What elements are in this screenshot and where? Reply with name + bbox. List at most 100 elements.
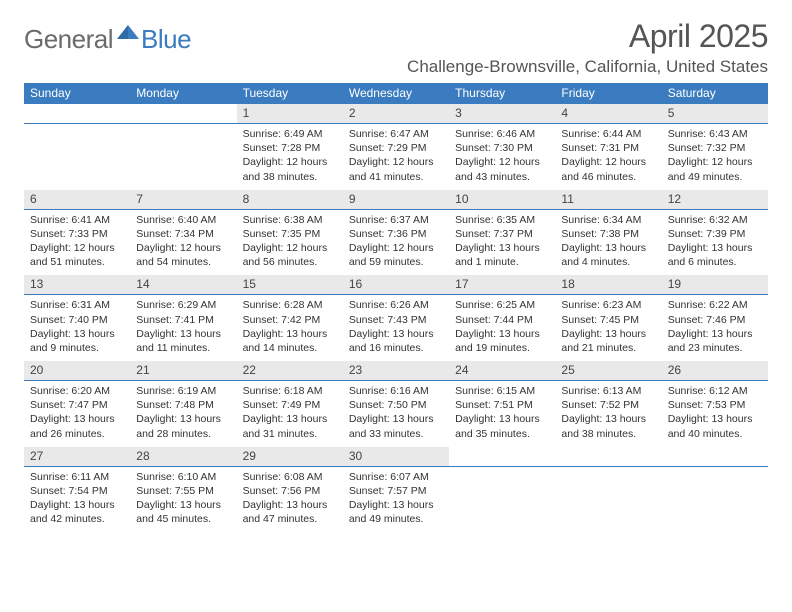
day-cell — [555, 467, 661, 533]
daynum-row: 6789101112 — [24, 190, 768, 210]
daylight-line: Daylight: 13 hours and 1 minute. — [455, 241, 549, 269]
sunrise-line: Sunrise: 6:26 AM — [349, 298, 443, 312]
sunset-line: Sunset: 7:46 PM — [668, 313, 762, 327]
sunset-line: Sunset: 7:40 PM — [30, 313, 124, 327]
daynum-row: 27282930 — [24, 447, 768, 467]
day-cell: Sunrise: 6:44 AMSunset: 7:31 PMDaylight:… — [555, 124, 661, 190]
day-name: Thursday — [449, 83, 555, 104]
sunrise-line: Sunrise: 6:13 AM — [561, 384, 655, 398]
content-row: Sunrise: 6:49 AMSunset: 7:28 PMDaylight:… — [24, 124, 768, 190]
day-cell: Sunrise: 6:07 AMSunset: 7:57 PMDaylight:… — [343, 467, 449, 533]
day-cell: Sunrise: 6:37 AMSunset: 7:36 PMDaylight:… — [343, 210, 449, 276]
daylight-line: Daylight: 13 hours and 47 minutes. — [243, 498, 337, 526]
daylight-line: Daylight: 13 hours and 31 minutes. — [243, 412, 337, 440]
day-number: 28 — [130, 447, 236, 466]
day-cell: Sunrise: 6:38 AMSunset: 7:35 PMDaylight:… — [237, 210, 343, 276]
logo-mark-icon — [117, 21, 139, 44]
sunset-line: Sunset: 7:55 PM — [136, 484, 230, 498]
month-title: April 2025 — [407, 18, 768, 55]
day-number — [555, 447, 661, 466]
day-number: 14 — [130, 275, 236, 294]
day-cell: Sunrise: 6:41 AMSunset: 7:33 PMDaylight:… — [24, 210, 130, 276]
sunrise-line: Sunrise: 6:29 AM — [136, 298, 230, 312]
day-number: 11 — [555, 190, 661, 209]
daylight-line: Daylight: 12 hours and 41 minutes. — [349, 155, 443, 183]
day-number — [130, 104, 236, 123]
day-cell: Sunrise: 6:22 AMSunset: 7:46 PMDaylight:… — [662, 295, 768, 361]
sunrise-line: Sunrise: 6:16 AM — [349, 384, 443, 398]
sunrise-line: Sunrise: 6:49 AM — [243, 127, 337, 141]
day-cell: Sunrise: 6:46 AMSunset: 7:30 PMDaylight:… — [449, 124, 555, 190]
day-number: 23 — [343, 361, 449, 380]
daylight-line: Daylight: 12 hours and 38 minutes. — [243, 155, 337, 183]
sunrise-line: Sunrise: 6:20 AM — [30, 384, 124, 398]
day-number: 13 — [24, 275, 130, 294]
sunset-line: Sunset: 7:35 PM — [243, 227, 337, 241]
day-number: 16 — [343, 275, 449, 294]
day-name: Wednesday — [343, 83, 449, 104]
sunset-line: Sunset: 7:31 PM — [561, 141, 655, 155]
day-number: 6 — [24, 190, 130, 209]
daylight-line: Daylight: 13 hours and 42 minutes. — [30, 498, 124, 526]
title-block: April 2025 Challenge-Brownsville, Califo… — [407, 18, 768, 77]
sunrise-line: Sunrise: 6:11 AM — [30, 470, 124, 484]
daylight-line: Daylight: 13 hours and 26 minutes. — [30, 412, 124, 440]
sunrise-line: Sunrise: 6:35 AM — [455, 213, 549, 227]
daylight-line: Daylight: 13 hours and 14 minutes. — [243, 327, 337, 355]
daylight-line: Daylight: 12 hours and 59 minutes. — [349, 241, 443, 269]
day-number — [24, 104, 130, 123]
day-cell: Sunrise: 6:25 AMSunset: 7:44 PMDaylight:… — [449, 295, 555, 361]
daylight-line: Daylight: 12 hours and 49 minutes. — [668, 155, 762, 183]
sunset-line: Sunset: 7:43 PM — [349, 313, 443, 327]
day-name: Tuesday — [237, 83, 343, 104]
day-number: 3 — [449, 104, 555, 123]
location: Challenge-Brownsville, California, Unite… — [407, 57, 768, 77]
sunrise-line: Sunrise: 6:44 AM — [561, 127, 655, 141]
day-cell: Sunrise: 6:29 AMSunset: 7:41 PMDaylight:… — [130, 295, 236, 361]
daynum-row: 13141516171819 — [24, 275, 768, 295]
day-cell: Sunrise: 6:15 AMSunset: 7:51 PMDaylight:… — [449, 381, 555, 447]
day-number: 1 — [237, 104, 343, 123]
sunrise-line: Sunrise: 6:38 AM — [243, 213, 337, 227]
sunrise-line: Sunrise: 6:10 AM — [136, 470, 230, 484]
sunrise-line: Sunrise: 6:23 AM — [561, 298, 655, 312]
content-row: Sunrise: 6:41 AMSunset: 7:33 PMDaylight:… — [24, 210, 768, 276]
sunrise-line: Sunrise: 6:22 AM — [668, 298, 762, 312]
day-number: 12 — [662, 190, 768, 209]
sunrise-line: Sunrise: 6:41 AM — [30, 213, 124, 227]
sunset-line: Sunset: 7:54 PM — [30, 484, 124, 498]
sunset-line: Sunset: 7:38 PM — [561, 227, 655, 241]
day-number: 9 — [343, 190, 449, 209]
calendar: SundayMondayTuesdayWednesdayThursdayFrid… — [24, 83, 768, 532]
sunset-line: Sunset: 7:51 PM — [455, 398, 549, 412]
sunset-line: Sunset: 7:49 PM — [243, 398, 337, 412]
day-number — [662, 447, 768, 466]
sunset-line: Sunset: 7:41 PM — [136, 313, 230, 327]
day-cell: Sunrise: 6:47 AMSunset: 7:29 PMDaylight:… — [343, 124, 449, 190]
sunrise-line: Sunrise: 6:47 AM — [349, 127, 443, 141]
day-cell — [24, 124, 130, 190]
sunrise-line: Sunrise: 6:12 AM — [668, 384, 762, 398]
daylight-line: Daylight: 13 hours and 35 minutes. — [455, 412, 549, 440]
daylight-line: Daylight: 13 hours and 9 minutes. — [30, 327, 124, 355]
daylight-line: Daylight: 13 hours and 49 minutes. — [349, 498, 443, 526]
day-cell: Sunrise: 6:32 AMSunset: 7:39 PMDaylight:… — [662, 210, 768, 276]
daylight-line: Daylight: 13 hours and 21 minutes. — [561, 327, 655, 355]
day-cell: Sunrise: 6:26 AMSunset: 7:43 PMDaylight:… — [343, 295, 449, 361]
day-cell: Sunrise: 6:13 AMSunset: 7:52 PMDaylight:… — [555, 381, 661, 447]
day-cell: Sunrise: 6:40 AMSunset: 7:34 PMDaylight:… — [130, 210, 236, 276]
sunset-line: Sunset: 7:52 PM — [561, 398, 655, 412]
sunset-line: Sunset: 7:47 PM — [30, 398, 124, 412]
day-number: 21 — [130, 361, 236, 380]
daylight-line: Daylight: 12 hours and 43 minutes. — [455, 155, 549, 183]
daylight-line: Daylight: 13 hours and 28 minutes. — [136, 412, 230, 440]
sunset-line: Sunset: 7:44 PM — [455, 313, 549, 327]
day-cell: Sunrise: 6:19 AMSunset: 7:48 PMDaylight:… — [130, 381, 236, 447]
day-cell: Sunrise: 6:08 AMSunset: 7:56 PMDaylight:… — [237, 467, 343, 533]
day-number: 27 — [24, 447, 130, 466]
sunset-line: Sunset: 7:50 PM — [349, 398, 443, 412]
topbar: General Blue April 2025 Challenge-Browns… — [24, 18, 768, 77]
day-cell: Sunrise: 6:18 AMSunset: 7:49 PMDaylight:… — [237, 381, 343, 447]
day-cell: Sunrise: 6:11 AMSunset: 7:54 PMDaylight:… — [24, 467, 130, 533]
daylight-line: Daylight: 13 hours and 16 minutes. — [349, 327, 443, 355]
